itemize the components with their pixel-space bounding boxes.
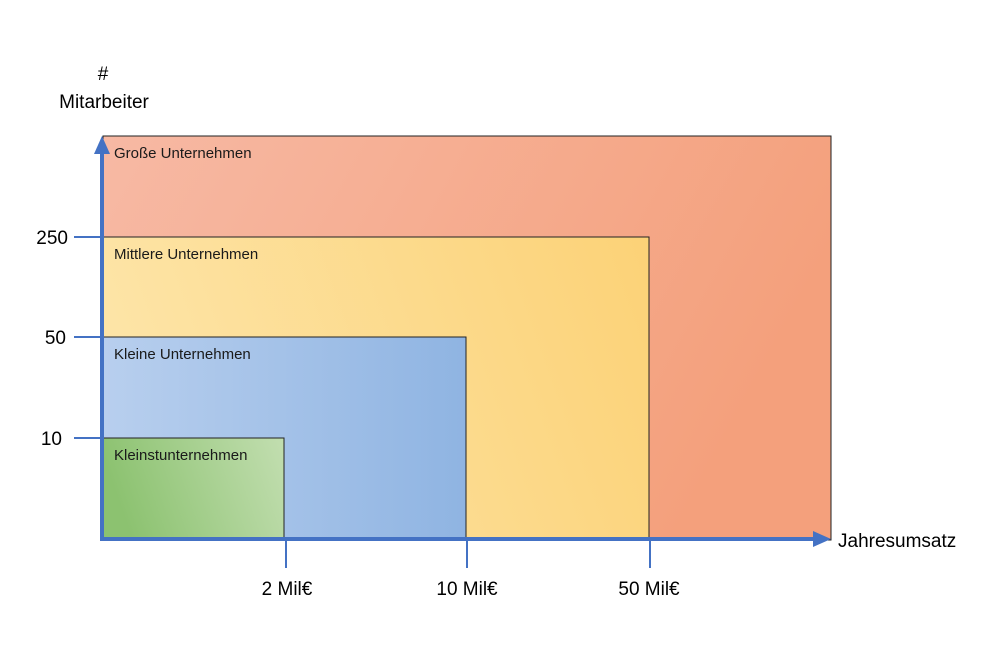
y-tick-label-50: 50 [45, 328, 66, 349]
label-small-enterprises: Kleine Unternehmen [114, 346, 251, 363]
y-axis-arrow-icon [94, 136, 110, 154]
y-axis-title: Mitarbeiter [59, 92, 149, 113]
y-tick-label-10: 10 [41, 429, 62, 450]
label-medium-enterprises: Mittlere Unternehmen [114, 246, 258, 263]
y-tick-label-250: 250 [36, 228, 68, 249]
label-micro-enterprises: Kleinstunternehmen [114, 447, 247, 464]
x-tick-label-2mil: 2 Mil€ [262, 579, 313, 600]
y-axis-title-symbol: # [98, 64, 109, 85]
label-large-enterprises: Große Unternehmen [114, 145, 252, 162]
x-axis-title: Jahresumsatz [838, 531, 956, 552]
box-micro-enterprises [102, 437, 285, 541]
x-axis-arrow-icon [813, 531, 831, 547]
x-tick-label-10mil: 10 Mil€ [436, 579, 498, 600]
x-tick-label-50mil: 50 Mil€ [618, 579, 680, 600]
